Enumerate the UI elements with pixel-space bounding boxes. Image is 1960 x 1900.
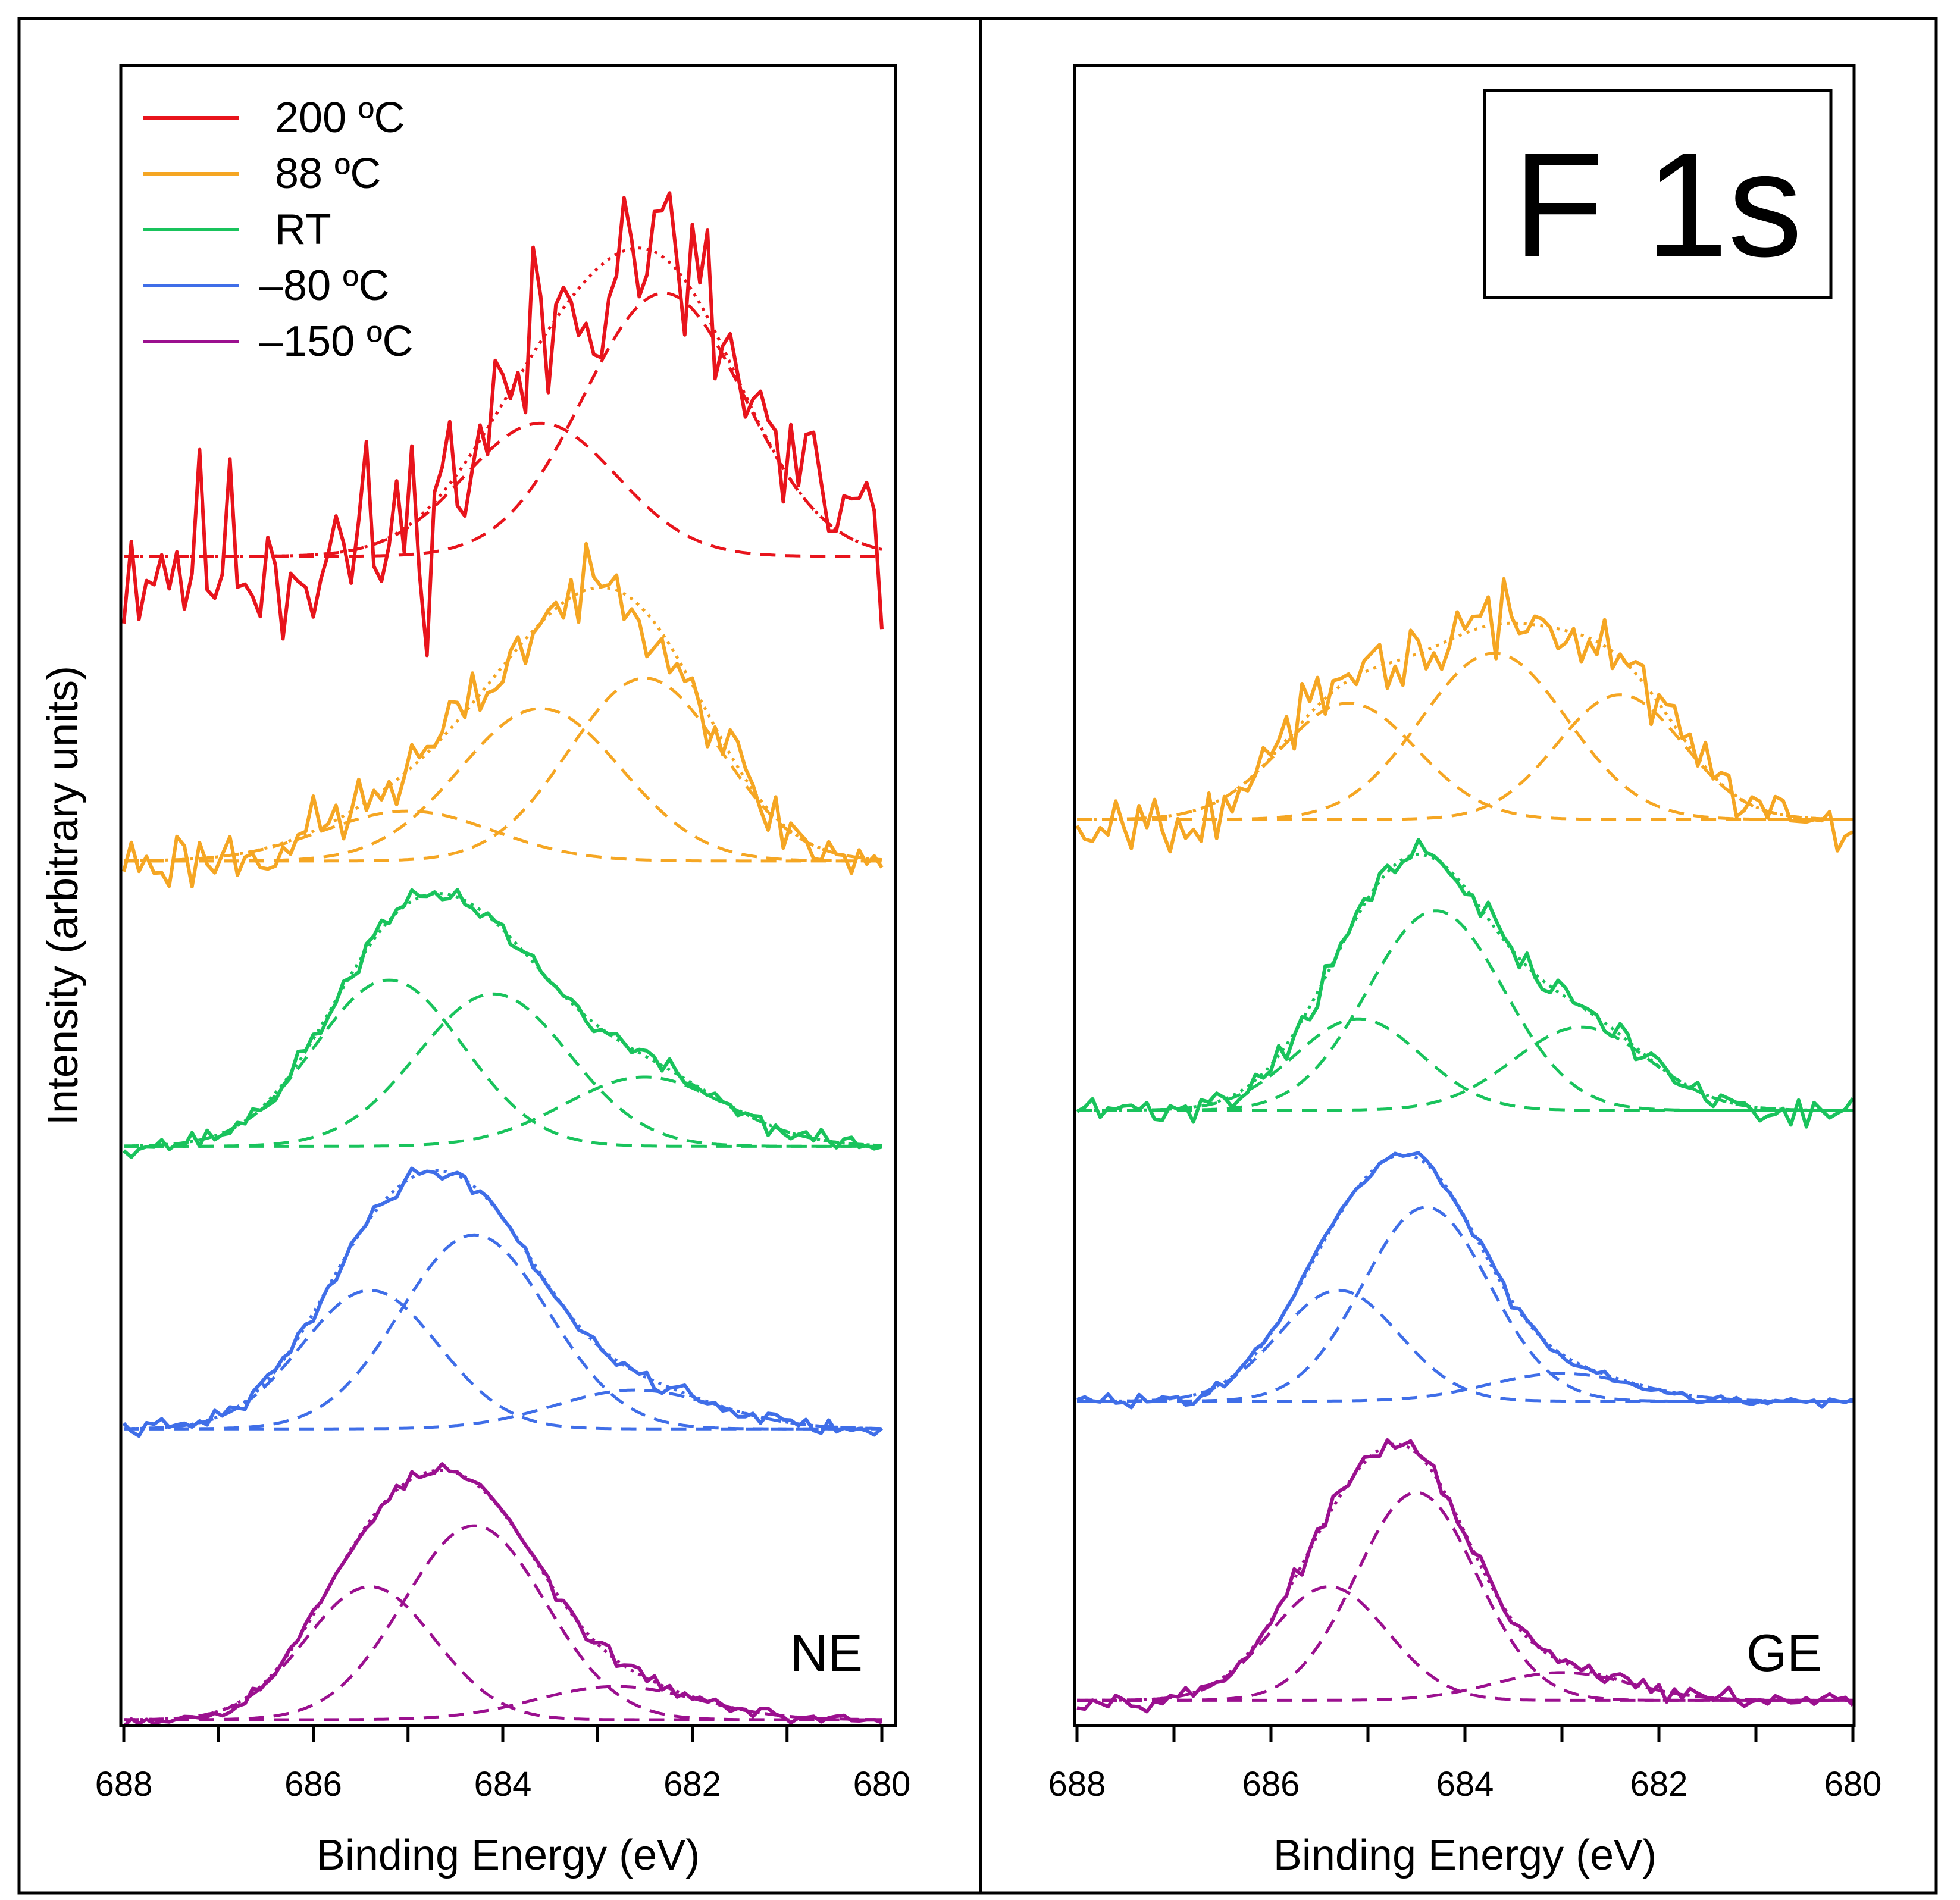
panel-label-ge: GE <box>1746 1623 1822 1682</box>
measured-spectrum <box>122 1462 883 1728</box>
x-tick-label: 680 <box>1824 1765 1882 1804</box>
x-axis-label-ge: Binding Energy (eV) <box>1273 1832 1657 1879</box>
series-150c <box>1076 1438 1855 1714</box>
x-tick-label: 684 <box>474 1765 532 1804</box>
x-axis-ticks-ne: 688 686 684 682 680 <box>95 1726 911 1804</box>
series-rt <box>1076 838 1855 1129</box>
legend-label: –150 ºC <box>259 318 413 365</box>
x-axis-ticks-ge: 688 686 684 682 680 <box>1048 1726 1882 1804</box>
fit-component <box>1077 1585 1853 1702</box>
measured-spectrum <box>1076 1151 1854 1410</box>
x-tick-label: 682 <box>1630 1765 1688 1804</box>
panel-ge: 688 686 684 682 680 Binding Energy (eV) GE F… <box>1048 64 1882 1879</box>
fit-component <box>1077 1206 1853 1403</box>
fit-component <box>1077 1025 1853 1112</box>
figure-title: F 1s <box>1513 121 1802 287</box>
fit-component <box>123 809 882 863</box>
measured-spectrum <box>122 191 884 658</box>
title-box <box>1483 89 1833 299</box>
measured-spectrum <box>122 541 884 889</box>
figure-frame <box>17 17 1938 1895</box>
legend-label: RT <box>275 206 331 253</box>
plot-area-ge <box>1075 577 1855 1714</box>
legend: 200 ºC 88 ºC RT –80 ºC –150 ºC <box>143 94 413 365</box>
x-tick-label: 680 <box>853 1765 911 1804</box>
plot-frame-ne <box>119 64 897 1727</box>
measured-spectrum <box>1076 838 1855 1129</box>
x-tick-label: 682 <box>663 1765 721 1804</box>
x-tick-label: 688 <box>95 1765 153 1804</box>
legend-label: –80 ºC <box>259 262 389 309</box>
x-tick-label: 686 <box>1242 1765 1300 1804</box>
fit-component <box>124 978 882 1148</box>
fit-envelope <box>1077 1442 1853 1702</box>
fit-envelope <box>124 246 882 558</box>
measured-spectrum <box>123 888 882 1159</box>
panel-label-ne: NE <box>790 1623 863 1682</box>
series-150c <box>122 1462 883 1728</box>
series-88c <box>1075 577 1854 854</box>
x-axis-label-ne: Binding Energy (eV) <box>317 1832 700 1879</box>
x-tick-label: 684 <box>1436 1765 1494 1804</box>
fit-component <box>1077 1017 1853 1112</box>
legend-label: 200 ºC <box>275 94 405 142</box>
x-tick-label: 688 <box>1048 1765 1106 1804</box>
measured-spectrum <box>1076 1438 1855 1714</box>
fit-envelope <box>1077 621 1853 821</box>
series-80c <box>1076 1151 1854 1410</box>
fit-component <box>1077 1671 1853 1702</box>
plot-area-ne <box>122 191 884 1728</box>
fit-envelope <box>124 1469 882 1721</box>
fit-envelope <box>124 891 882 1148</box>
series-88c <box>122 541 884 889</box>
fit-component <box>123 1585 882 1721</box>
x-tick-label: 686 <box>284 1765 342 1804</box>
series-80c <box>122 1166 883 1438</box>
fit-component <box>124 707 882 863</box>
fit-component <box>1077 702 1853 821</box>
fit-component <box>124 292 882 558</box>
measured-spectrum <box>1075 577 1854 854</box>
fit-component <box>124 1233 882 1431</box>
fit-envelope <box>1077 1153 1853 1403</box>
legend-label: 88 ºC <box>275 150 381 198</box>
panel-ne: 688 686 684 682 680 Binding Energy (eV) Inte… <box>39 64 911 1879</box>
fit-envelope <box>1077 853 1853 1112</box>
fit-component <box>1077 909 1853 1112</box>
series-200c <box>122 191 884 658</box>
y-axis-label: Intensity (arbitrary units) <box>39 666 87 1125</box>
fit-component <box>1077 1288 1853 1403</box>
fit-component <box>1077 1491 1853 1702</box>
fit-component <box>1077 693 1853 821</box>
fit-component <box>124 1524 882 1721</box>
measured-spectrum <box>122 1166 883 1438</box>
series-rt <box>123 888 882 1159</box>
fit-envelope <box>123 1169 882 1431</box>
